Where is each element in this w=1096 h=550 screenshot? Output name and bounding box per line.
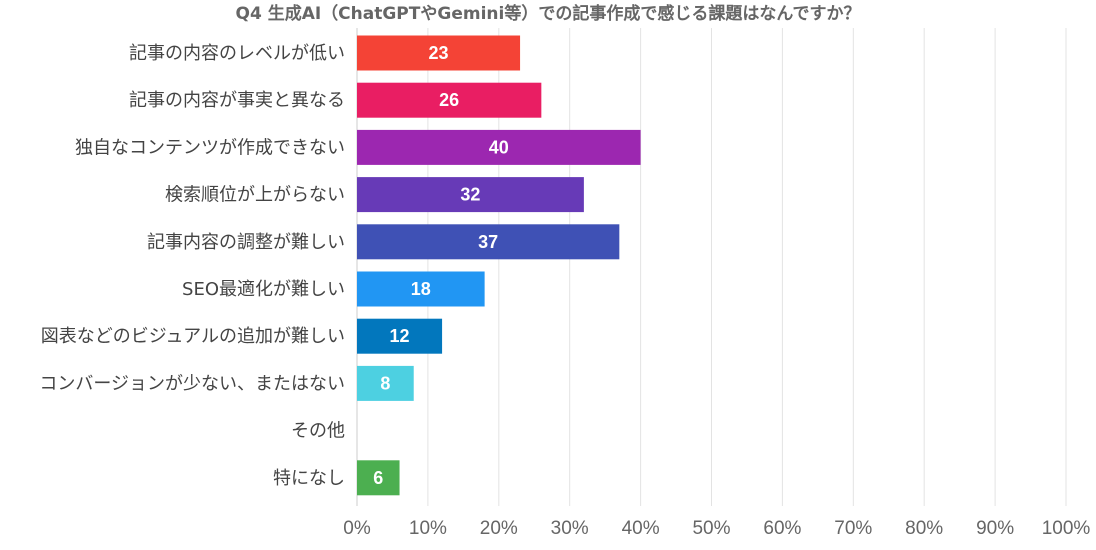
category-label: 記事の内容のレベルが低い [129,43,345,64]
x-tick-label: 70% [834,518,872,539]
x-tick-label: 50% [692,518,730,539]
bar [357,35,521,71]
x-tick-label: 20% [480,518,518,539]
bar [357,318,443,354]
data-label: 6 [373,468,383,488]
x-tick-label: 10% [409,518,447,539]
data-label: 18 [411,279,431,299]
data-label: 12 [390,326,410,346]
bar [357,224,620,260]
bar [357,365,414,401]
data-label: 23 [429,43,449,63]
category-label: 図表などのビジュアルの追加が難しい [41,326,345,347]
data-label: 37 [478,232,498,252]
bar [357,271,485,307]
category-label: 特になし [273,468,345,489]
bar [357,460,400,496]
category-label: 記事の内容が事実と異なる [129,90,345,111]
category-label: コンバージョンが少ない、またはない [39,373,345,394]
bars [357,35,641,496]
x-tick-label: 30% [551,518,589,539]
bar [357,129,641,165]
category-label: SEO最適化が難しい [182,279,345,300]
x-tick-label: 80% [905,518,943,539]
x-tick-label: 100% [1042,518,1091,539]
x-tick-label: 90% [976,518,1014,539]
value-labels: 23 26 40 32 37 18 12 8 6 [373,43,509,488]
x-tick-label: 0% [343,518,371,539]
bar [357,177,584,213]
x-tick-label: 40% [622,518,660,539]
category-label: 記事内容の調整が難しい [147,232,345,253]
data-label: 26 [439,90,459,110]
chart-title: Q4 生成AI（ChatGPTやGemini等）での記事作成で感じる課題はなんで… [236,3,861,24]
category-label: その他 [291,421,345,442]
data-label: 40 [489,137,509,157]
data-label: 32 [460,185,480,205]
data-label: 8 [380,373,390,393]
category-label: 独自なコンテンツが作成できない [75,137,345,158]
category-label: 検索順位が上がらない [165,185,345,206]
category-labels: 記事の内容のレベルが低い記事の内容が事実と異なる独自なコンテンツが作成できない検… [39,43,345,489]
bar [357,82,542,118]
x-axis-tick-labels: 0% 10% 20% 30% 40% 50% 60% 70% 80% 90% 100% [343,518,1090,539]
x-tick-label: 60% [763,518,801,539]
